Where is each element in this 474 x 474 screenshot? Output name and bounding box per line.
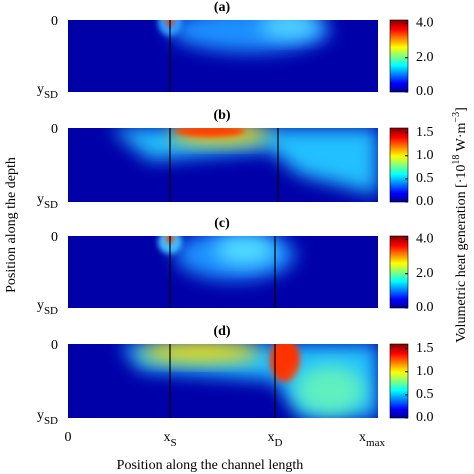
colorbar-tick-label: 2.0 — [416, 50, 434, 65]
y-tick-label: ySD — [37, 82, 58, 100]
x-tick-label-main: x — [268, 430, 275, 445]
colorbar-tick-label: 4.0 — [416, 16, 434, 31]
y-tick-label-main: y — [37, 82, 44, 97]
colorbar-label-close: ] — [454, 107, 469, 112]
heatmap — [68, 344, 378, 418]
colorbar-tick-label: 1.0 — [416, 148, 434, 163]
colorbar — [389, 235, 409, 309]
colorbar-tick-label: 0.5 — [416, 387, 434, 402]
y-tick-label-main: y — [37, 192, 44, 207]
y-tick-label: ySD — [37, 298, 58, 316]
y-tick-label-main: 0 — [51, 14, 58, 29]
panel-label: (d) — [213, 324, 230, 339]
x-tick-label-sub: S — [170, 437, 176, 449]
y-tick-label-main: y — [37, 298, 44, 313]
colorbar-tick-label: 0.0 — [416, 300, 434, 315]
colorbar — [389, 343, 409, 419]
y-tick-label: 0 — [51, 122, 58, 137]
x-tick-label: 0 — [65, 430, 72, 445]
x-tick-label-main: 0 — [65, 430, 72, 445]
y-tick-label: 0 — [51, 230, 58, 245]
x-tick-label: xD — [268, 430, 283, 448]
colorbar-label-exp: 18 — [451, 155, 462, 165]
x-tick-label-main: x — [359, 430, 366, 445]
x-axis-label: Position along the channel length — [117, 458, 304, 473]
colorbar-tick-label: 1.5 — [416, 341, 434, 356]
heatmap — [68, 128, 378, 202]
y-tick-label-main: 0 — [51, 230, 58, 245]
colorbar — [389, 19, 409, 93]
y-tick-label-sub: SD — [44, 305, 58, 317]
colorbar-tick-label: 0.0 — [416, 84, 434, 99]
colorbar-label-unit: W·m — [454, 122, 469, 154]
colorbar-tick-label: 4.0 — [416, 232, 434, 247]
y-tick-label-main: y — [37, 408, 44, 423]
panel-label: (a) — [214, 0, 231, 15]
x-tick-label-main: x — [163, 430, 170, 445]
y-tick-label-sub: SD — [44, 199, 58, 211]
y-tick-label: ySD — [37, 192, 58, 210]
colorbar-tick-label: 1.0 — [416, 364, 434, 379]
colorbar-label-exp: −3 — [451, 112, 462, 123]
colorbar-label: Volumetric heat generation [·1018 W·m−3] — [451, 107, 469, 343]
y-tick-label-main: 0 — [51, 338, 58, 353]
y-tick-label: ySD — [37, 408, 58, 426]
colorbar-tick-label: 0.5 — [416, 171, 434, 186]
colorbar-tick-label: 2.0 — [416, 266, 434, 281]
y-tick-label: 0 — [51, 14, 58, 29]
colorbar-tick-label: 1.5 — [416, 125, 434, 140]
x-tick-label-sub: max — [366, 437, 385, 449]
colorbar-tick-label: 0.0 — [416, 410, 434, 425]
colorbar — [389, 127, 409, 203]
y-tick-label-main: 0 — [51, 122, 58, 137]
y-tick-label-sub: SD — [44, 415, 58, 427]
y-tick-label-sub: SD — [44, 89, 58, 101]
x-tick-label-sub: D — [275, 437, 283, 449]
y-axis-label: Position along the depth — [4, 157, 19, 293]
y-tick-label: 0 — [51, 338, 58, 353]
heatmap — [68, 236, 378, 308]
x-tick-label: xmax — [359, 430, 385, 448]
x-tick-label: xS — [163, 430, 176, 448]
colorbar-tick-label: 0.0 — [416, 194, 434, 209]
panel-label: (b) — [213, 108, 230, 123]
heatmap — [68, 20, 378, 92]
panel-label: (c) — [214, 216, 230, 231]
colorbar-label-text: Volumetric heat generation [·10 — [454, 165, 469, 343]
